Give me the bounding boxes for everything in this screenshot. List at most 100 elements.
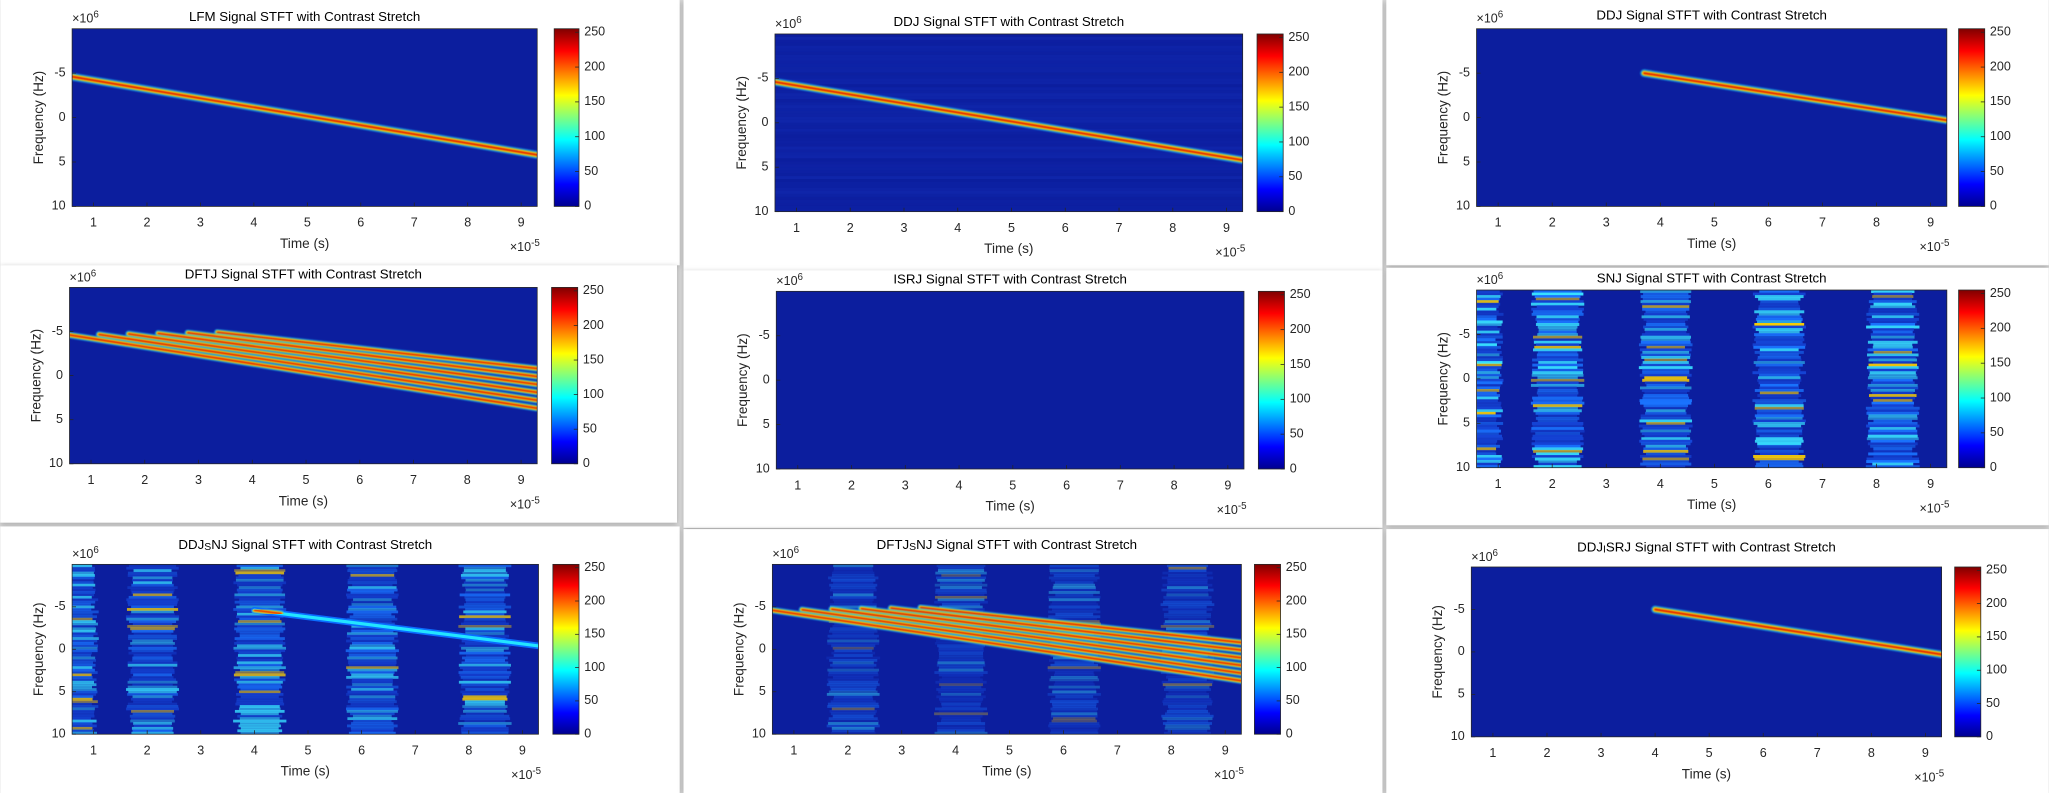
noise-band (1162, 717, 1213, 721)
noise-band (1870, 381, 1915, 385)
noise-band (936, 688, 986, 691)
noise-band (348, 608, 397, 611)
noise-row (774, 182, 1243, 185)
title-part: DDJ (178, 536, 204, 551)
title-part: DFTJ Signal STFT with Contrast Stretch (185, 266, 422, 281)
x-tick-label: 8 (1868, 746, 1875, 760)
noise-band (1048, 591, 1100, 594)
noise-band (1049, 564, 1099, 568)
noise-row (774, 125, 1243, 129)
noise-band (940, 692, 982, 696)
noise-band (1867, 348, 1918, 352)
noise-band (237, 583, 283, 587)
colorbar-tick-label: 100 (1290, 392, 1311, 406)
noise-band (1641, 363, 1691, 367)
noise-band (130, 697, 175, 701)
noise-band (126, 566, 179, 570)
x-tick-label: 2 (1549, 216, 1556, 230)
noise-band (1537, 350, 1578, 354)
noise-band (939, 666, 984, 670)
title-part: I (1603, 545, 1606, 556)
noise-band (1053, 574, 1095, 577)
x-tick-label: 1 (790, 744, 797, 758)
noise-band (829, 605, 877, 609)
noise-band (465, 627, 505, 631)
x-tick-label: 6 (356, 473, 363, 487)
noise-band (1867, 434, 1918, 438)
noise-row (774, 36, 1243, 40)
y-tick-label: -5 (755, 599, 766, 613)
x-tick-label: 3 (902, 478, 909, 492)
noise-band (1538, 462, 1577, 466)
noise-band (826, 683, 880, 687)
plot-background (1476, 28, 1947, 207)
noise-band (1476, 381, 1503, 385)
x-tick-label: 6 (1765, 477, 1772, 491)
noise-band (1168, 629, 1207, 633)
noise-band (350, 637, 395, 640)
ridge-core (860, 607, 1242, 659)
noise-band (1531, 422, 1584, 425)
noise-band (1162, 700, 1213, 704)
noise-band (72, 722, 93, 725)
noise-band (1640, 295, 1691, 299)
noise-band (239, 675, 280, 679)
noise-band (1754, 323, 1805, 326)
noise-band (346, 685, 399, 689)
colorbar-tick-label: 50 (1288, 169, 1302, 183)
noise-band (1873, 447, 1913, 451)
x-tick-label: 4 (249, 473, 256, 487)
noise-band (1642, 427, 1689, 431)
noise-band (937, 598, 985, 602)
ridge-core (890, 607, 1242, 652)
noise-band (72, 702, 92, 706)
noise-band (234, 595, 286, 599)
exponent-power: 6 (794, 545, 800, 556)
noise-band (1054, 673, 1095, 677)
noise-band (459, 651, 511, 655)
noise-band (132, 712, 173, 716)
noise-band (1476, 338, 1496, 342)
noise-band (1758, 376, 1801, 380)
noise-band (832, 591, 874, 594)
exponent-power: 6 (1498, 10, 1504, 21)
chart-title: DDJISRJ Signal STFT with Contrast Stretc… (1577, 539, 1836, 556)
noise-band (132, 695, 173, 699)
noise-band (1164, 726, 1211, 730)
noise-band (131, 649, 174, 653)
noise-band (1476, 300, 1499, 304)
ridge-core (157, 332, 538, 386)
noise-band (1645, 411, 1687, 415)
noise-band (1054, 661, 1094, 665)
noise-band (72, 717, 91, 721)
noise-band (1757, 424, 1802, 428)
noise-band (1534, 439, 1581, 443)
noise-band (461, 576, 509, 580)
y-tick-label: 0 (1463, 371, 1470, 385)
noise-band (353, 598, 392, 602)
noise-band (72, 685, 93, 689)
noise-band (937, 578, 985, 582)
noise-band (1753, 345, 1806, 349)
noise-band (1643, 447, 1689, 451)
noise-band (829, 709, 877, 713)
noise-band (348, 658, 397, 662)
noise-row (774, 131, 1243, 135)
y-tick-label: 0 (56, 368, 63, 382)
chart-title: DDJSNJ Signal STFT with Contrast Stretch (178, 536, 432, 553)
noise-band (939, 700, 983, 704)
noise-band (1476, 406, 1502, 410)
noise-band (831, 578, 876, 582)
noise-band (828, 680, 879, 684)
y-tick-label: -5 (1459, 327, 1470, 341)
x-tick-label: 7 (410, 473, 417, 487)
noise-band (1639, 439, 1693, 443)
noise-band (349, 695, 396, 699)
noise-band (1535, 297, 1580, 301)
x-tick-label: 5 (305, 744, 312, 758)
x-tick-label: 5 (1711, 216, 1718, 230)
exponent-base: ×10 (510, 498, 531, 512)
noise-band (1164, 620, 1211, 623)
y-tick-label: 10 (754, 204, 768, 218)
noise-band (239, 632, 280, 636)
